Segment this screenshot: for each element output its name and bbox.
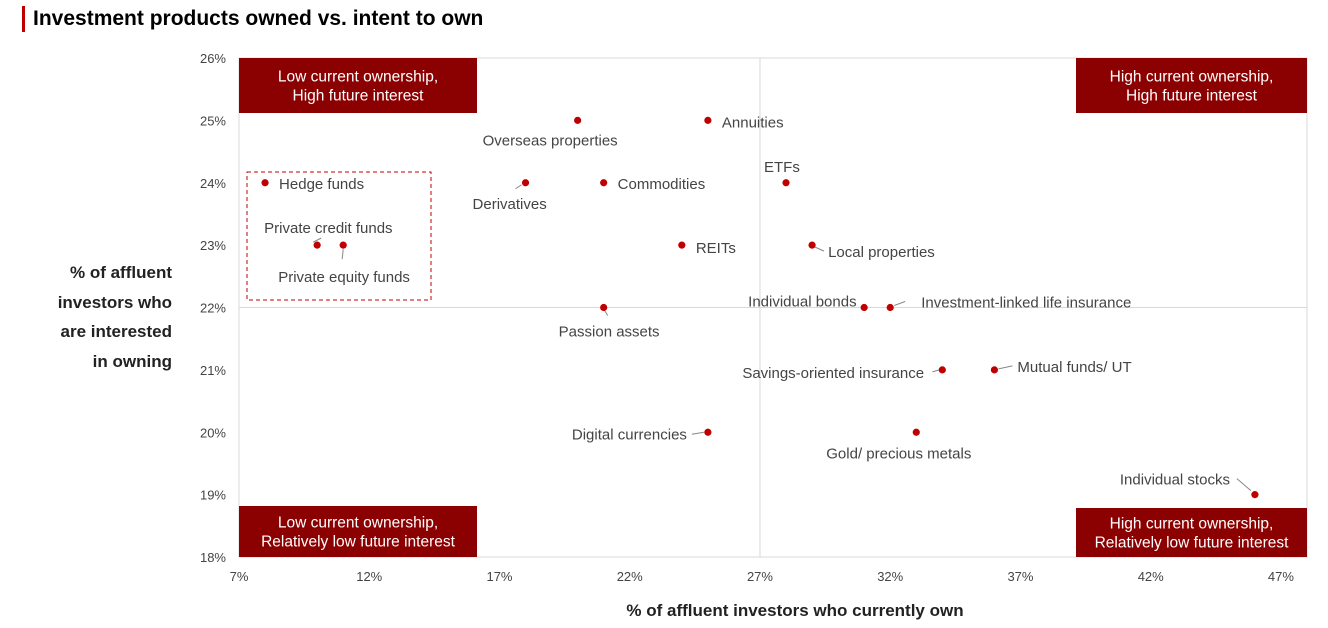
y-axis-label-line: in owning	[92, 351, 172, 371]
y-axis-label: % of affluent investors who are interest…	[40, 258, 172, 376]
highlight-box	[246, 171, 432, 301]
chart-title: Investment products owned vs. intent to …	[22, 6, 483, 32]
data-label: Annuities	[722, 114, 784, 131]
quadrant-label: High future interest	[1126, 88, 1258, 105]
data-label: Mutual funds/ UT	[1017, 359, 1131, 376]
y-tick-label: 18%	[200, 550, 226, 565]
data-label: Private equity funds	[278, 269, 410, 286]
quadrant-label: Relatively low future interest	[1095, 535, 1290, 552]
x-tick-label: 7%	[230, 569, 249, 584]
data-point	[860, 303, 868, 312]
x-tick-label: 47%	[1268, 569, 1294, 584]
y-tick-label: 21%	[200, 363, 226, 378]
y-tick-label: 20%	[200, 425, 226, 440]
quadrant-label: Relatively low future interest	[261, 534, 456, 551]
data-label: Commodities	[618, 176, 706, 193]
leader-line	[515, 184, 522, 190]
data-point	[521, 179, 530, 187]
data-label: Individual bonds	[748, 294, 856, 311]
data-point	[339, 241, 347, 249]
y-tick-label: 22%	[200, 301, 226, 316]
data-label: Private credit funds	[264, 220, 392, 237]
x-tick-label: 32%	[877, 569, 903, 584]
y-tick-label: 24%	[200, 176, 226, 191]
x-tick-label: 42%	[1138, 569, 1164, 584]
quadrant-box-top-right	[1076, 58, 1307, 113]
leader-line	[691, 431, 704, 435]
data-label: ETFs	[764, 159, 800, 176]
data-label: Investment-linked life insurance	[921, 295, 1131, 312]
leader-line	[1236, 478, 1252, 492]
data-point	[938, 366, 946, 374]
x-tick-label: 17%	[486, 569, 512, 584]
data-point	[678, 241, 686, 249]
data-label: Savings-oriented insurance	[742, 365, 924, 382]
data-point	[600, 303, 608, 312]
data-label: Local properties	[828, 244, 935, 261]
data-point	[990, 366, 999, 374]
data-label: Hedge funds	[279, 176, 364, 193]
x-tick-label: 37%	[1007, 569, 1033, 584]
y-tick-label: 26%	[200, 51, 226, 66]
leader-line	[341, 249, 344, 260]
y-axis-label-line: % of affluent	[70, 263, 172, 282]
data-label: Digital currencies	[572, 426, 687, 443]
data-point	[782, 179, 790, 187]
quadrant-box-bottom-left	[239, 506, 477, 557]
leader-line	[932, 369, 940, 373]
data-point	[313, 241, 321, 249]
data-label: Derivatives	[473, 196, 547, 213]
x-tick-label: 12%	[356, 569, 382, 584]
data-point	[600, 179, 608, 187]
quadrant-label: Low current ownership,	[278, 515, 438, 532]
leader-line	[894, 301, 906, 306]
y-axis-label-line: investors who	[57, 292, 172, 312]
x-axis-label: % of affluent investors who currently ow…	[626, 601, 964, 620]
leader-line	[312, 237, 322, 243]
leader-line	[604, 310, 609, 316]
data-label: Passion assets	[559, 324, 660, 341]
data-label: REITs	[696, 240, 736, 257]
data-point	[704, 116, 712, 124]
data-label: Overseas properties	[483, 132, 618, 149]
quadrant-box-bottom-right	[1076, 508, 1307, 557]
quadrant-label: High future interest	[293, 88, 425, 105]
quadrant-label: High current ownership,	[1110, 69, 1274, 86]
quadrant-label: Low current ownership,	[278, 69, 438, 86]
leader-line	[998, 365, 1013, 370]
y-axis-label-line: are interested	[60, 322, 173, 341]
y-tick-label: 19%	[200, 488, 226, 503]
y-tick-label: 25%	[200, 113, 226, 128]
data-point	[1251, 491, 1259, 499]
leader-line	[814, 246, 825, 252]
x-tick-label: 27%	[747, 569, 773, 584]
y-tick-label: 23%	[200, 238, 226, 253]
data-point	[261, 179, 269, 187]
data-point	[912, 428, 920, 436]
x-tick-label: 22%	[617, 569, 643, 584]
data-label: Individual stocks	[1120, 472, 1230, 489]
data-label: Gold/ precious metals	[826, 445, 971, 462]
data-point	[886, 303, 894, 312]
data-point	[704, 428, 712, 436]
quadrant-label: High current ownership,	[1110, 516, 1274, 533]
data-point	[808, 241, 816, 249]
quadrant-box-top-left	[239, 58, 477, 113]
data-point	[574, 116, 582, 124]
